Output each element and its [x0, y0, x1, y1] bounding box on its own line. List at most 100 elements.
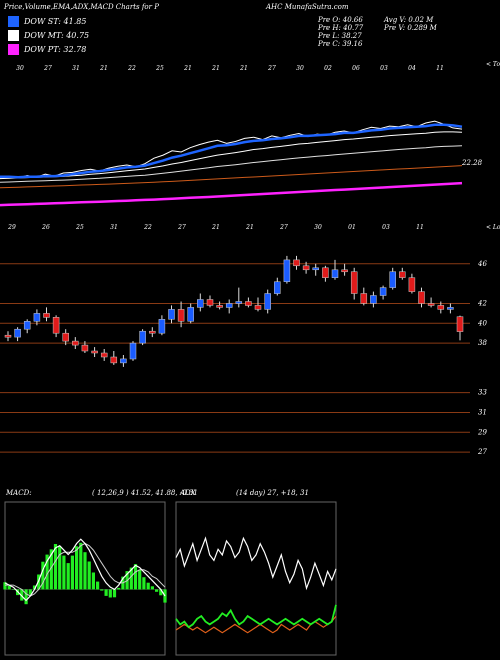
candle-body — [110, 356, 118, 364]
macd-histogram-bar — [24, 589, 28, 605]
macd-histogram-bar — [53, 544, 58, 590]
candle-body — [149, 330, 156, 334]
macd-histogram-bar — [45, 554, 49, 590]
macd-histogram-bar — [138, 569, 142, 590]
candle-body — [302, 265, 310, 271]
ema-top-tick-label: 21 — [99, 65, 108, 72]
macd-histogram-bar — [3, 582, 7, 590]
legend-label-pt: DOW PT: 32.78 — [24, 45, 87, 54]
ema-bottom-tick-label: 01 — [348, 224, 356, 231]
chart-title-left: Price,Volume,EMA,ADX,MACD Charts for P — [4, 3, 159, 11]
macd-histogram-bar — [129, 567, 133, 590]
stat-open: Pre O: 40.66 — [318, 16, 363, 24]
candle-body — [399, 271, 406, 278]
candle-body — [331, 269, 339, 278]
macd-histogram-bar — [41, 561, 45, 590]
candle-body — [283, 259, 291, 282]
macd-histogram-bar — [49, 549, 53, 590]
macd-title: MACD: — [5, 489, 32, 497]
stat-prev-volume: Pre V: 0.289 M — [384, 24, 437, 32]
candle-body — [264, 293, 271, 310]
price-axis-label: 46 — [477, 260, 487, 268]
stat-low: Pre L: 38.27 — [318, 32, 362, 40]
stat-avg-volume: Avg V: 0.02 M — [384, 16, 434, 24]
candle-body — [216, 305, 223, 308]
macd-histogram-bar — [104, 589, 108, 596]
ema-bottom-tick-label: 22 — [143, 224, 152, 231]
ema-bottom-tick-label: 30 — [314, 224, 322, 231]
macd-histogram-bar — [142, 577, 146, 590]
candle-body — [120, 358, 127, 364]
ema-top-tick-label: 30 — [296, 65, 304, 72]
candle-body — [312, 267, 319, 271]
legend-dow-st: DOW ST: 41.85 — [8, 16, 86, 27]
macd-params: ( 12,26,9 ) 41.52, 41.88, -0.31 — [92, 489, 198, 497]
ema-top-tick-label: 03 — [380, 65, 388, 72]
macd-histogram-bar — [70, 555, 74, 590]
macd-histogram-bar — [83, 552, 87, 590]
macd-histogram-bar — [62, 555, 66, 590]
macd-histogram-bar — [150, 586, 154, 590]
price-axis-label: 29 — [477, 428, 487, 436]
ema-bottom-tick-label: 11 — [416, 224, 424, 231]
ema-top-tick-label: 11 — [436, 65, 444, 72]
macd-histogram-bar — [58, 546, 62, 590]
ema-close-line — [0, 120, 463, 179]
macd-histogram-bar — [75, 546, 79, 590]
candle-body — [62, 332, 69, 342]
candle-body — [139, 330, 146, 344]
ema-bottom-tick-label: 29 — [7, 224, 16, 231]
candle-body — [91, 350, 98, 354]
ema-top-tick-label: 27 — [267, 65, 276, 72]
chart-title-right: AHC MunafaSutra.com — [266, 3, 349, 11]
macd-histogram-bar — [32, 585, 37, 590]
macd-histogram-bar — [155, 589, 159, 592]
adx-title: ADX — [179, 489, 197, 497]
candle-body — [158, 319, 166, 334]
candle-body — [254, 305, 262, 310]
ema-top-tick-label: 21 — [183, 65, 192, 72]
ema-bottom-tick-label: 27 — [177, 224, 186, 231]
price-axis-label: 27 — [477, 448, 487, 456]
ema-longest-line — [0, 165, 463, 189]
candle-body — [52, 317, 60, 334]
ema-top-tick-label: 22 — [127, 65, 136, 72]
macd-histogram-bar — [91, 572, 95, 590]
ema-top-tick-label: 21 — [211, 65, 220, 72]
candle-body — [72, 340, 79, 346]
adx-frame — [175, 501, 337, 656]
ema-pink-line — [0, 181, 463, 207]
candle-body — [370, 295, 377, 304]
candle-body — [187, 307, 194, 322]
ema-top-tick-label: 04 — [408, 65, 416, 72]
macd-histogram-bar — [112, 589, 117, 598]
price-axis-label: 31 — [478, 409, 487, 417]
macd-histogram-bar — [146, 582, 150, 590]
legend-dow-pt: DOW PT: 32.78 — [8, 44, 86, 55]
ema-current-price-label: 22.28 — [461, 159, 483, 167]
candle-body — [100, 352, 108, 358]
candle-body — [274, 281, 281, 294]
ema-top-tick-label: 06 — [352, 65, 360, 72]
legend-label-st: DOW ST: 41.85 — [24, 17, 87, 26]
candle-body — [225, 303, 233, 308]
ema-corner-label-bottom: < Lows — [486, 224, 500, 231]
candle-body — [360, 293, 368, 304]
candle-body — [322, 267, 329, 278]
ema-bottom-tick-label: 21 — [245, 224, 254, 231]
adx-minus-di-line — [175, 615, 337, 634]
price-axis-label: 42 — [477, 300, 487, 308]
ema-bottom-tick-label: 25 — [75, 224, 84, 231]
adx-line — [175, 536, 337, 591]
candle-body — [129, 342, 137, 360]
ema-bottom-tick-label: 27 — [279, 224, 288, 231]
ema-top-tick-label: 02 — [324, 65, 332, 72]
macd-line — [4, 538, 166, 602]
price-axis-label: 33 — [478, 389, 487, 397]
adx-plus-di-line — [175, 604, 337, 629]
ema-bottom-tick-label: 31 — [110, 224, 118, 231]
candle-body — [437, 305, 445, 310]
candle-body — [43, 313, 50, 318]
macd-histogram-bar — [87, 561, 91, 590]
candle-body — [235, 301, 243, 304]
